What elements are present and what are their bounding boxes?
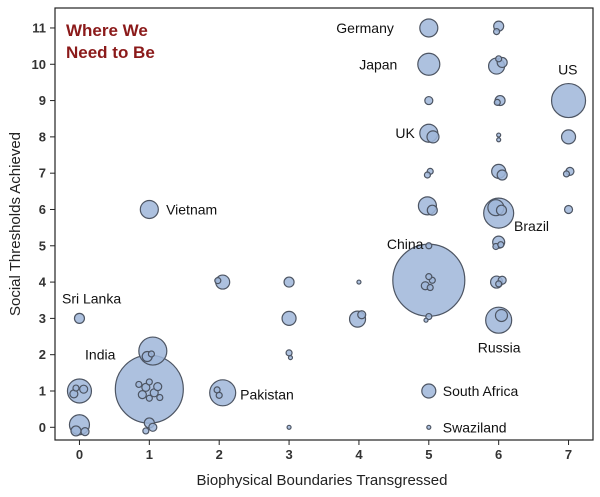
bubble (426, 204, 438, 216)
bubble (214, 277, 222, 285)
country-label: Japan (359, 56, 397, 72)
y-tick-label: 2 (39, 347, 46, 362)
x-tick-label: 0 (76, 447, 83, 462)
bubble (496, 137, 502, 143)
bubble (426, 130, 440, 144)
bubbles (66, 18, 587, 437)
bubble (72, 384, 80, 392)
bubble (73, 312, 86, 324)
bubble (496, 169, 508, 181)
annotations: Germany Japan US UK Vietnam Brazil China Sri La… (62, 20, 578, 435)
y-tick-label: 0 (39, 420, 46, 435)
bubble (492, 27, 501, 36)
bubble (356, 279, 362, 285)
y-tick-label: 8 (39, 129, 46, 144)
bubble (423, 171, 432, 179)
bubble (215, 391, 223, 399)
bubble (560, 129, 577, 145)
bubble (285, 349, 293, 357)
bubble (283, 276, 295, 288)
country-label: Russia (478, 339, 521, 355)
bubble (281, 310, 297, 326)
bubble (156, 393, 164, 402)
y-tick-label: 3 (39, 311, 46, 326)
country-label: Germany (336, 20, 394, 36)
bubble (286, 424, 292, 430)
bubble (137, 390, 147, 400)
chart-title-line-1: Where We (66, 21, 148, 40)
bubble (495, 55, 503, 63)
y-axis-label: Social Thresholds Achieved (7, 132, 24, 316)
x-tick-label: 3 (285, 447, 292, 462)
bubble (79, 384, 89, 394)
bubble (421, 383, 437, 399)
bubble (425, 242, 433, 250)
y-axis: 0 1 2 3 4 5 6 7 8 9 10 11 (32, 20, 55, 435)
y-tick-label: 9 (39, 93, 46, 108)
country-label: Swaziland (443, 419, 507, 435)
bubble (426, 283, 434, 292)
bubble (209, 379, 237, 407)
bubble (139, 199, 159, 220)
x-axis-label: Biophysical Boundaries Transgressed (197, 472, 448, 489)
x-axis: 0 1 2 3 4 5 6 7 (76, 440, 572, 462)
bubble (426, 424, 432, 430)
y-tick-label: 1 (39, 383, 46, 398)
x-tick-label: 2 (216, 447, 223, 462)
y-tick-label: 5 (39, 238, 46, 253)
y-tick-label: 6 (39, 202, 46, 217)
y-tick-label: 10 (32, 57, 46, 72)
bubble (135, 380, 143, 389)
bubble (419, 18, 439, 38)
bubble (550, 82, 587, 119)
x-tick-label: 4 (355, 447, 363, 462)
country-label: Sri Lanka (62, 290, 121, 306)
chart-title-line-2: Need to Be (66, 43, 155, 62)
x-tick-label: 6 (495, 447, 502, 462)
bubble (495, 204, 508, 216)
bubble (495, 280, 503, 288)
country-label: UK (395, 125, 415, 141)
y-tick-label: 4 (39, 275, 47, 290)
bubble (80, 427, 90, 437)
bubble (423, 317, 429, 323)
bubble (147, 350, 156, 358)
x-tick-label: 7 (565, 447, 572, 462)
bubble (141, 382, 151, 392)
bubble (562, 170, 571, 178)
bubble (424, 95, 434, 106)
x-tick-label: 1 (146, 447, 153, 462)
bubble (145, 378, 153, 386)
bubble (153, 382, 163, 392)
bubble (148, 422, 158, 432)
y-tick-label: 7 (39, 166, 46, 181)
bubble (417, 52, 441, 76)
bubble (287, 354, 294, 361)
bubble (145, 394, 153, 402)
country-label: China (387, 236, 424, 252)
bubble (70, 425, 82, 437)
bubble (496, 132, 502, 138)
country-label: Pakistan (240, 387, 294, 403)
bubble (493, 98, 501, 106)
bubble (357, 310, 367, 320)
country-label: Brazil (514, 218, 549, 234)
bubble (142, 427, 150, 435)
country-label: South Africa (443, 383, 519, 399)
bubble (563, 204, 574, 215)
y-tick-label: 11 (32, 20, 46, 35)
bubble (494, 308, 509, 323)
country-label: India (85, 347, 116, 363)
bubble (425, 273, 433, 281)
country-label: Vietnam (166, 201, 217, 217)
bubble (497, 241, 505, 249)
country-label: US (558, 62, 577, 78)
x-tick-label: 5 (425, 447, 432, 462)
